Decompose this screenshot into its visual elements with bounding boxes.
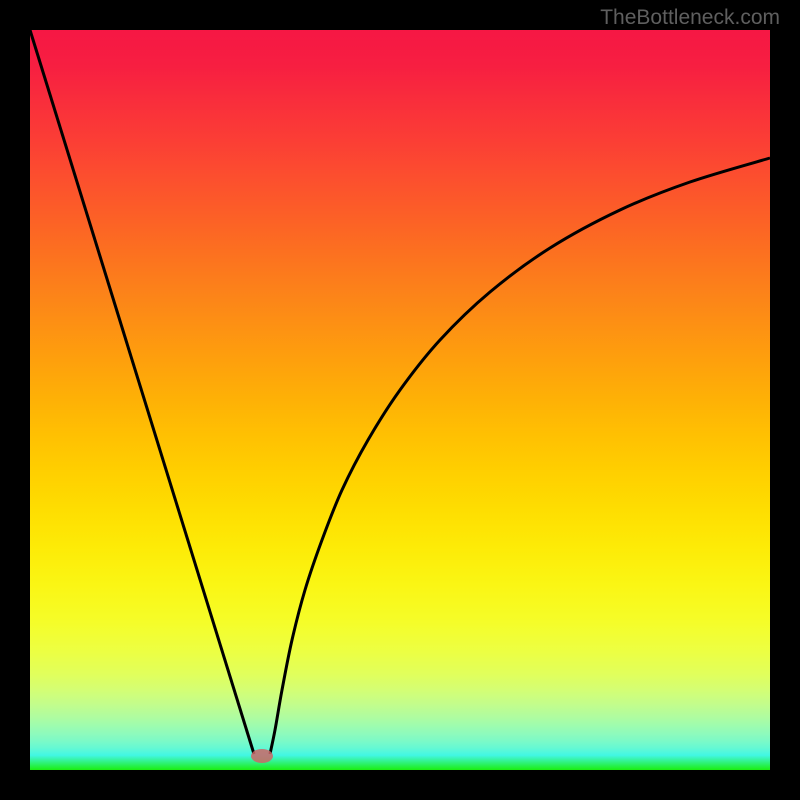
curve-layer <box>30 30 770 770</box>
minimum-marker <box>251 749 273 763</box>
curve-left-branch <box>30 30 254 754</box>
curve-right-branch <box>270 158 770 754</box>
watermark-text: TheBottleneck.com <box>600 6 780 30</box>
